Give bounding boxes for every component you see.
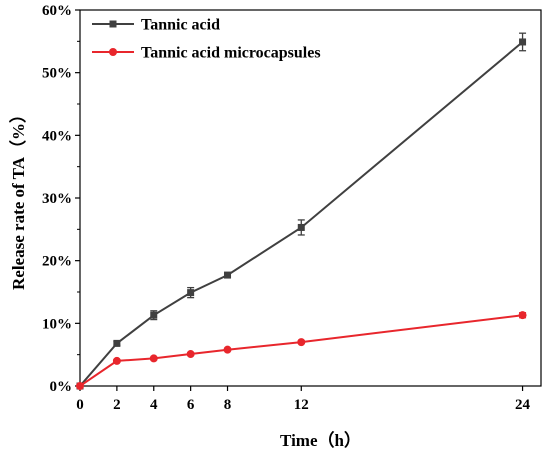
y-tick-label: 50%	[42, 66, 72, 82]
legend-label: Tannic acid	[141, 17, 220, 34]
y-tick-label: 20%	[42, 254, 72, 270]
legend-marker	[109, 48, 117, 56]
y-tick-label: 60%	[42, 3, 72, 19]
series-line	[79, 41, 524, 387]
legend-item: Tannic acid	[92, 17, 220, 34]
legend-item: Tannic acid microcapsules	[92, 45, 321, 62]
data-point	[150, 311, 158, 319]
x-tick-label: 24	[515, 397, 531, 413]
data-point	[186, 350, 195, 359]
x-tick-label: 12	[294, 397, 309, 413]
data-point	[76, 382, 84, 390]
data-point	[297, 223, 305, 231]
axes	[79, 9, 542, 387]
series-layer	[76, 32, 527, 390]
series-0	[76, 32, 527, 390]
x-tick-label: 4	[150, 397, 158, 413]
x-axis-title: Time（h）	[280, 430, 361, 450]
plot-frame	[79, 9, 542, 387]
series-line	[79, 314, 523, 387]
axis-ticks: 0%10%20%30%40%50%60%0 2 4 6 8 12 24	[42, 3, 531, 413]
data-point	[149, 354, 158, 363]
x-tick-label: 6	[187, 397, 195, 413]
series-1	[76, 311, 527, 390]
y-axis-title: Release rate of TA（%）	[8, 106, 28, 290]
data-point	[518, 311, 527, 320]
legend: Tannic acid Tannic acid microcapsules	[92, 17, 321, 62]
y-tick-label: 10%	[42, 316, 72, 332]
data-point	[297, 338, 306, 347]
data-point	[112, 356, 121, 365]
x-tick-label: 2	[113, 397, 121, 413]
y-tick-label: 0%	[50, 379, 73, 395]
y-tick-label: 30%	[42, 191, 72, 207]
data-point	[113, 339, 121, 347]
data-point	[187, 289, 195, 297]
data-point	[224, 271, 232, 279]
legend-label: Tannic acid microcapsules	[141, 45, 321, 62]
legend-marker	[109, 20, 117, 28]
data-point	[223, 345, 232, 354]
x-tick-label: 8	[224, 397, 232, 413]
y-tick-label: 40%	[42, 128, 72, 144]
x-tick-label: 0	[76, 397, 84, 413]
data-point	[519, 38, 527, 46]
